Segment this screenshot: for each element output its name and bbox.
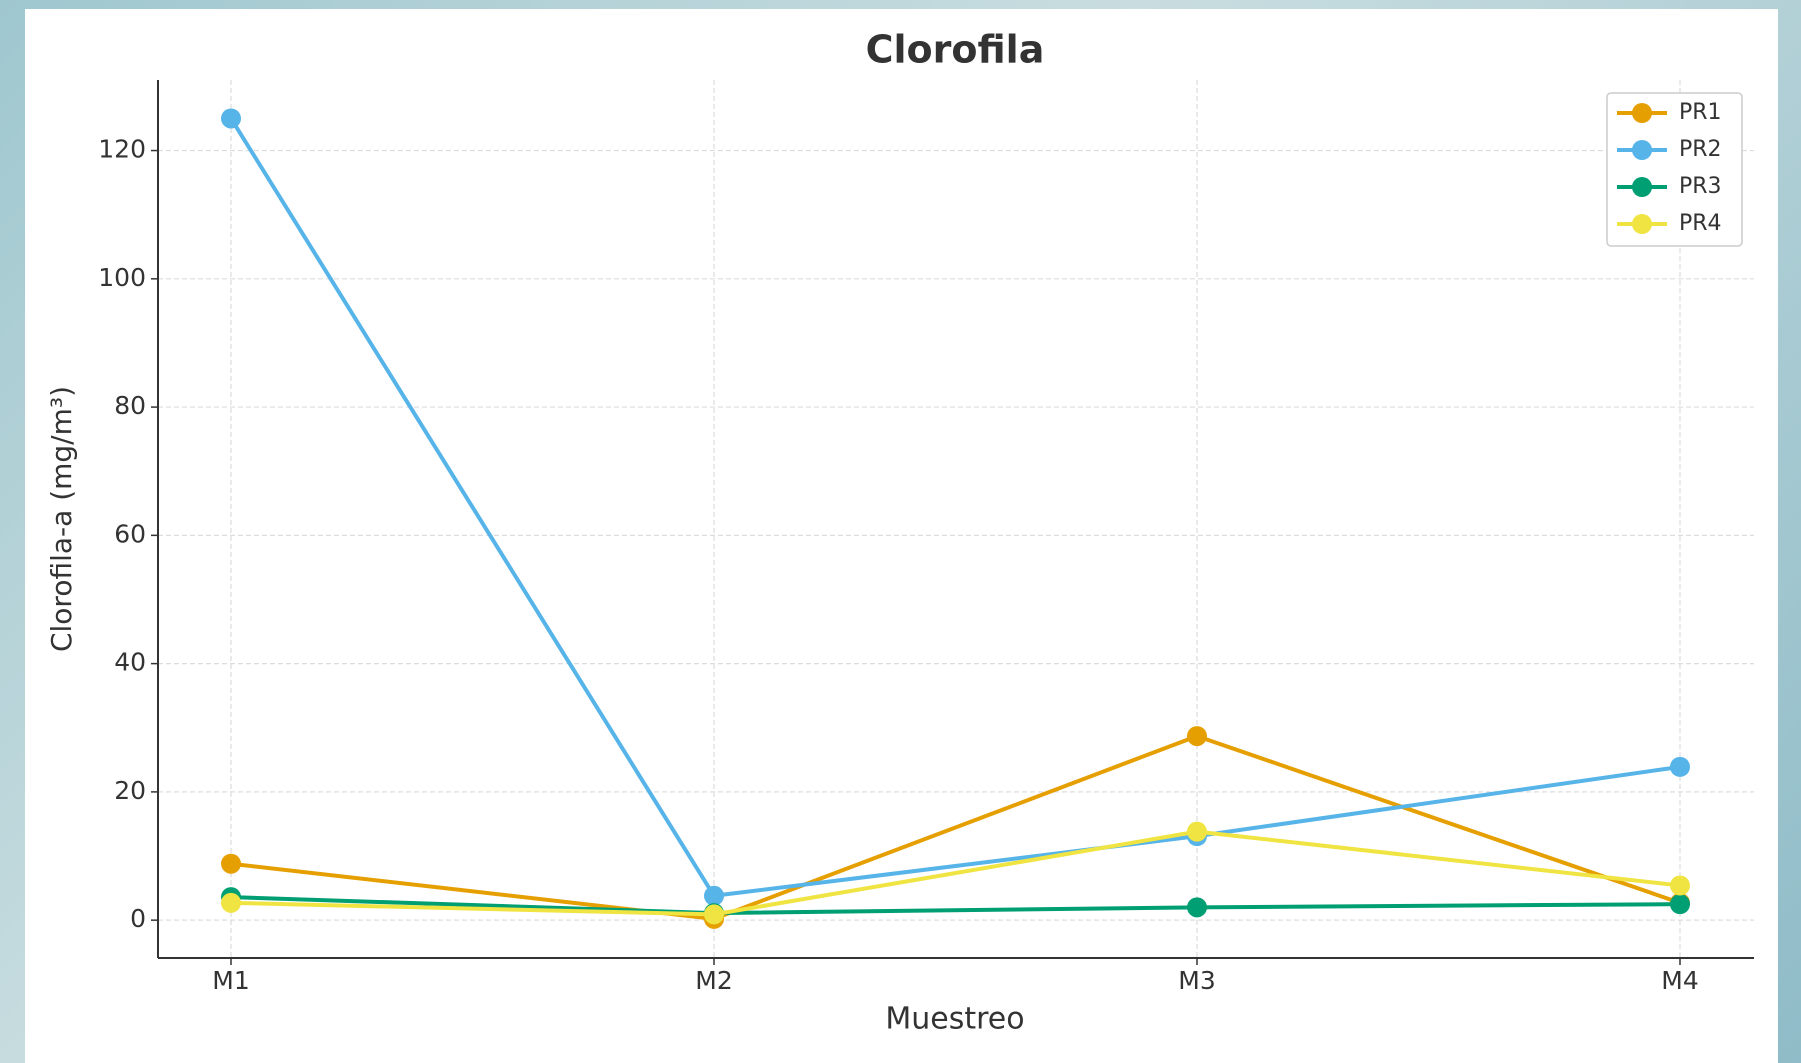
legend-label: PR3 (1679, 174, 1722, 199)
y-tick-label: 100 (98, 263, 146, 292)
x-tick-label: M4 (1661, 966, 1698, 995)
x-tick-label: M1 (212, 966, 249, 995)
legend-label: PR1 (1679, 100, 1722, 125)
legend-marker (1632, 103, 1652, 123)
point (1670, 875, 1690, 896)
x-tick-label: M3 (1178, 966, 1215, 995)
chart-card (25, 9, 1778, 1063)
y-tick-label: 80 (114, 391, 146, 420)
y-axis-label: Clorofila-a (mg/m³) (45, 386, 78, 652)
legend-label: PR4 (1679, 211, 1722, 236)
series-line (229, 117, 1681, 898)
legend: PR1 PR2 PR3 PR4 (1606, 92, 1743, 247)
y-tick-label: 40 (114, 648, 146, 677)
series-line (230, 734, 1681, 921)
legend-marker (1632, 177, 1652, 197)
chart-title: Clorofila (866, 28, 1045, 72)
point (221, 892, 241, 913)
point (1670, 894, 1690, 915)
legend-marker (1632, 214, 1652, 234)
y-tick-label: 120 (98, 135, 146, 164)
point (221, 108, 241, 129)
legend-label: PR2 (1679, 137, 1722, 162)
point (1187, 821, 1207, 842)
point (1670, 756, 1690, 777)
point (1187, 726, 1207, 747)
legend-marker (1632, 140, 1652, 160)
x-axis-label: Muestreo (885, 1002, 1024, 1037)
series-line (230, 829, 1681, 917)
y-tick-label: 20 (114, 776, 146, 805)
y-tick-label: 60 (114, 519, 146, 548)
point (221, 853, 241, 874)
point (1187, 897, 1207, 918)
legend-box (1606, 92, 1743, 247)
series-line (230, 895, 1681, 916)
y-tick-label: 0 (130, 904, 146, 933)
point (704, 904, 724, 925)
x-tick-label: M2 (695, 966, 732, 995)
point (704, 885, 724, 906)
